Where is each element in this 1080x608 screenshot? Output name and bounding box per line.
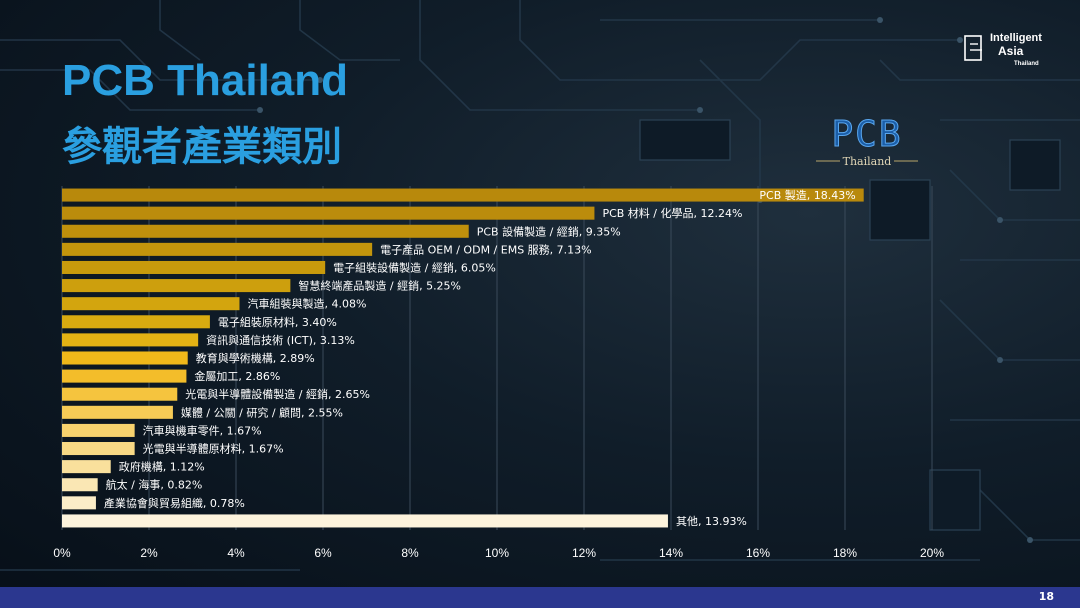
bar bbox=[62, 279, 291, 293]
bar bbox=[62, 442, 135, 456]
data-label: 教育與學術機構, 2.89% bbox=[196, 351, 315, 365]
bar bbox=[62, 369, 187, 383]
data-label: 其他, 13.93% bbox=[676, 515, 747, 528]
bar bbox=[62, 423, 135, 437]
bar bbox=[62, 224, 469, 238]
bar bbox=[62, 260, 326, 274]
bar bbox=[62, 514, 668, 528]
page-number: 18 bbox=[1038, 590, 1054, 603]
x-tick-label: 20% bbox=[920, 546, 944, 560]
logo-line3: Thailand bbox=[1014, 61, 1039, 67]
data-label: 媒體 / 公關 / 研究 / 顧問, 2.55% bbox=[181, 405, 343, 419]
logo-line2: Asia bbox=[998, 44, 1024, 58]
bar bbox=[62, 460, 111, 474]
bar bbox=[62, 297, 240, 311]
pcb-logo-text: PCB bbox=[831, 114, 903, 155]
bar bbox=[62, 333, 199, 347]
logo-line1: Intelligent bbox=[990, 32, 1042, 44]
title-line-1: PCB Thailand bbox=[62, 56, 349, 105]
intelligent-asia-logo: Intelligent Asia Thailand bbox=[964, 30, 1054, 72]
bar bbox=[62, 478, 98, 492]
bar bbox=[62, 188, 864, 202]
data-label: PCB 製造, 18.43% bbox=[759, 188, 855, 202]
bar bbox=[62, 405, 173, 419]
data-label: PCB 材料 / 化學品, 12.24% bbox=[602, 206, 742, 220]
pcb-logo-rule: Thailand bbox=[816, 155, 918, 168]
x-tick-label: 2% bbox=[140, 546, 158, 560]
data-label: 資訊與通信技術 (ICT), 3.13% bbox=[206, 333, 355, 347]
data-label: 光電與半導體原材料, 1.67% bbox=[143, 442, 284, 456]
data-label: 金屬加工, 2.86% bbox=[194, 369, 280, 383]
data-label: 電子組裝設備製造 / 經銷, 6.05% bbox=[333, 260, 496, 274]
title-line-2: 參觀者產業類別 bbox=[62, 124, 342, 170]
x-tick-label: 0% bbox=[53, 546, 71, 560]
footer-bar: 18 bbox=[0, 587, 1080, 608]
bar bbox=[62, 496, 96, 510]
data-label: 航太 / 海事, 0.82% bbox=[106, 478, 203, 492]
bar bbox=[62, 351, 188, 365]
data-label: 汽車與機車零件, 1.67% bbox=[143, 423, 262, 437]
pcb-logo-subtitle: Thailand bbox=[843, 155, 892, 168]
data-label: 電子產品 OEM / ODM / EMS 服務, 7.13% bbox=[380, 242, 591, 256]
data-label: 政府機構, 1.12% bbox=[119, 460, 205, 474]
data-label: 智慧終端產品製造 / 經銷, 5.25% bbox=[298, 279, 461, 293]
x-tick-label: 6% bbox=[314, 546, 332, 560]
x-tick-label: 10% bbox=[485, 546, 509, 560]
x-tick-label: 8% bbox=[401, 546, 419, 560]
x-tick-label: 12% bbox=[572, 546, 596, 560]
data-label: 光電與半導體設備製造 / 經銷, 2.65% bbox=[185, 387, 370, 401]
data-label: PCB 設備製造 / 經銷, 9.35% bbox=[477, 224, 621, 238]
bar bbox=[62, 315, 210, 329]
data-label: 汽車組裝與製造, 4.08% bbox=[247, 297, 366, 311]
x-tick-label: 18% bbox=[833, 546, 857, 560]
bar bbox=[62, 242, 373, 256]
pcb-thailand-logo: PCB Thailand bbox=[812, 114, 922, 168]
data-label: 產業協會與貿易組織, 0.78% bbox=[104, 496, 245, 510]
data-label: 電子組裝原材料, 3.40% bbox=[218, 315, 337, 329]
x-tick-label: 16% bbox=[746, 546, 770, 560]
bar bbox=[62, 387, 178, 401]
bar bbox=[62, 206, 595, 220]
logo-frame-icon bbox=[964, 35, 982, 61]
x-tick-label: 14% bbox=[659, 546, 683, 560]
x-tick-label: 4% bbox=[227, 546, 245, 560]
